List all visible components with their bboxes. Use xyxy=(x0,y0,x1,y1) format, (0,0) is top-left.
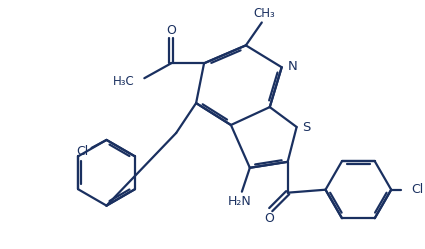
Text: Cl: Cl xyxy=(76,145,89,158)
Text: CH₃: CH₃ xyxy=(253,7,275,20)
Text: O: O xyxy=(166,24,176,37)
Text: H₂N: H₂N xyxy=(228,195,252,208)
Text: N: N xyxy=(288,60,298,73)
Text: H₃C: H₃C xyxy=(113,75,134,88)
Text: Cl: Cl xyxy=(411,183,423,196)
Text: O: O xyxy=(264,212,274,225)
Text: S: S xyxy=(303,122,311,134)
